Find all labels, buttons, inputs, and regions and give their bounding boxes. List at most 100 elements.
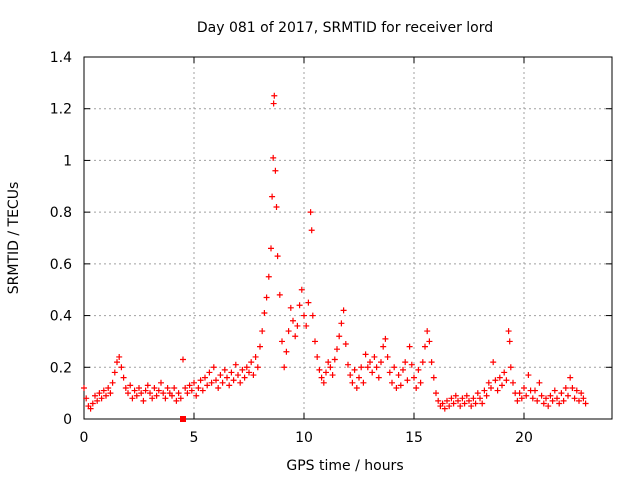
data-point — [554, 395, 560, 402]
data-point — [386, 369, 393, 376]
data-point — [422, 343, 428, 350]
data-point — [556, 400, 563, 407]
data-point — [540, 400, 547, 407]
data-point — [81, 384, 87, 391]
data-point — [103, 392, 109, 399]
data-point — [149, 395, 156, 402]
data-point — [349, 379, 356, 386]
data-point — [448, 395, 455, 402]
data-point — [173, 397, 180, 404]
data-point — [158, 379, 164, 386]
data-point — [474, 390, 481, 397]
data-point — [204, 382, 211, 389]
data-point — [287, 304, 294, 311]
data-point — [529, 395, 536, 402]
data-point — [206, 369, 213, 376]
data-point — [393, 384, 400, 391]
data-point — [118, 364, 125, 371]
data-point — [261, 309, 268, 316]
data-point — [320, 379, 327, 386]
data-point — [303, 322, 310, 329]
data-point — [215, 384, 222, 391]
data-point — [580, 395, 587, 402]
data-point — [125, 390, 131, 397]
data-point — [417, 379, 424, 386]
data-point — [138, 390, 145, 397]
data-point — [543, 395, 549, 402]
data-point — [180, 356, 186, 363]
data-point — [147, 390, 153, 397]
data-point — [325, 359, 332, 366]
data-point — [133, 392, 140, 399]
chart-title: Day 081 of 2017, SRMTID for receiver lor… — [197, 20, 493, 36]
data-point — [558, 390, 565, 397]
data-point — [492, 377, 499, 384]
data-point — [356, 374, 362, 381]
y-tick-label: 0.4 — [50, 309, 72, 325]
data-point — [309, 312, 316, 319]
data-point — [521, 384, 527, 391]
data-point — [461, 400, 468, 407]
data-point — [565, 392, 571, 399]
data-point — [276, 291, 283, 298]
data-point — [342, 341, 349, 348]
data-point — [571, 395, 578, 402]
data-point — [237, 379, 244, 386]
data-point — [507, 364, 514, 371]
data-point — [536, 379, 543, 386]
data-point — [516, 390, 523, 397]
data-point — [408, 361, 415, 368]
data-point — [483, 392, 490, 399]
data-point — [269, 193, 276, 200]
data-point — [463, 392, 470, 399]
data-point — [162, 395, 169, 402]
x-tick-label: 5 — [190, 430, 199, 446]
data-point — [83, 395, 90, 402]
data-point — [582, 400, 589, 407]
data-point — [169, 392, 175, 399]
data-point — [96, 390, 103, 397]
data-point — [459, 395, 466, 402]
data-point — [285, 328, 292, 335]
data-point — [382, 335, 389, 342]
data-point — [404, 377, 411, 384]
data-point — [263, 294, 270, 301]
data-point — [191, 379, 197, 386]
data-point — [316, 366, 323, 373]
data-point — [391, 364, 398, 371]
data-point — [369, 369, 376, 376]
data-point — [98, 395, 105, 402]
data-point — [283, 348, 290, 355]
data-point — [560, 397, 567, 404]
data-point — [111, 369, 118, 376]
data-point — [455, 397, 461, 404]
data-point — [308, 227, 315, 234]
data-point — [312, 338, 318, 345]
data-point — [441, 405, 448, 412]
data-point — [488, 384, 494, 391]
data-point — [439, 400, 446, 407]
data-point — [578, 390, 585, 397]
data-point — [395, 372, 402, 379]
data-point — [120, 374, 127, 381]
data-point — [307, 209, 314, 216]
data-point — [450, 400, 457, 407]
data-point — [221, 366, 228, 373]
data-point — [314, 353, 321, 360]
data-point — [94, 397, 101, 404]
x-tick-label: 0 — [80, 430, 89, 446]
data-point — [105, 384, 112, 391]
y-tick-label: 1 — [63, 153, 72, 169]
data-point — [259, 328, 266, 335]
data-point — [532, 387, 538, 394]
data-point — [142, 387, 149, 394]
data-point — [243, 364, 250, 371]
data-point — [182, 384, 189, 391]
y-tick-label: 0.6 — [50, 257, 72, 273]
data-point — [384, 353, 391, 360]
data-point — [160, 390, 167, 397]
data-point — [428, 359, 435, 366]
data-point — [525, 372, 532, 379]
data-point — [136, 384, 142, 391]
data-point — [538, 392, 545, 399]
